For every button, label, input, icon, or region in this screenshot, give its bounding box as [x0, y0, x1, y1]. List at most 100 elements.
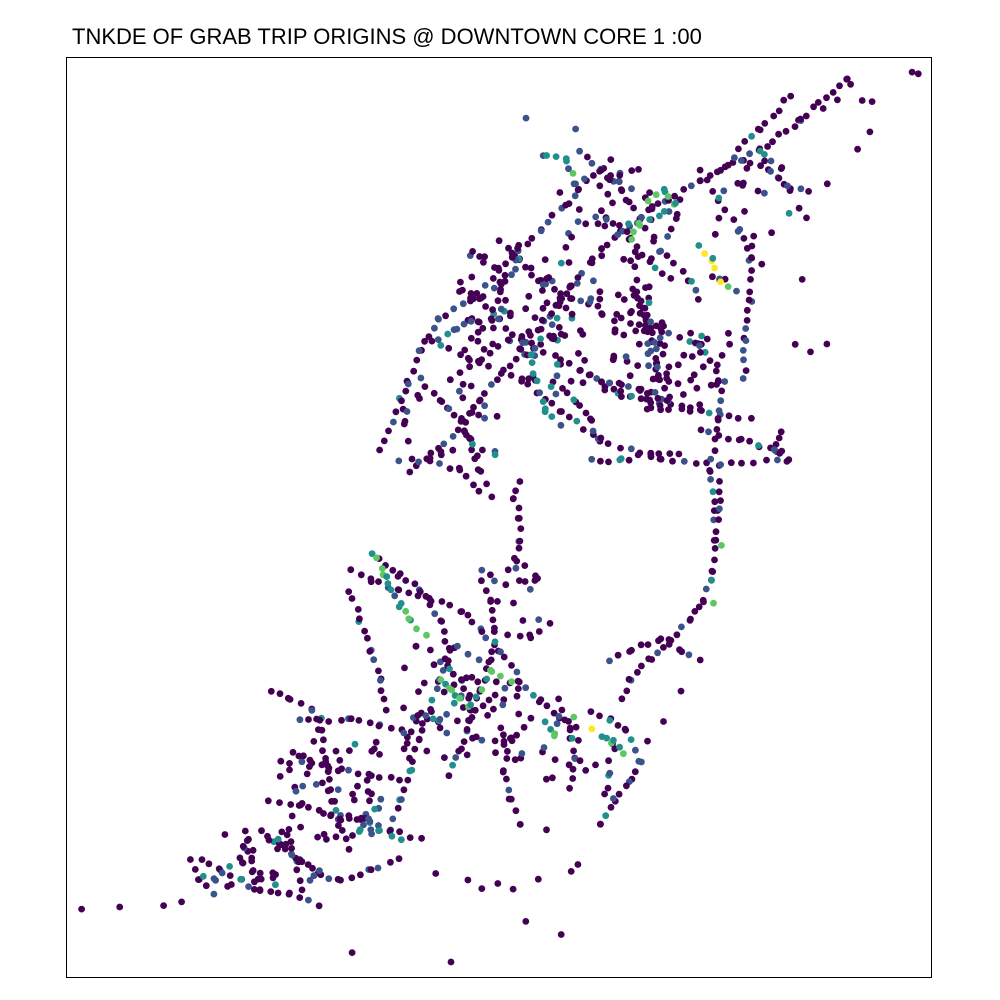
- trip-origin-point: [272, 881, 279, 889]
- trip-origin-point: [847, 80, 854, 88]
- trip-origin-point: [449, 670, 457, 678]
- trip-origin-point: [694, 296, 702, 303]
- trip-origin-point: [413, 356, 421, 364]
- trip-origin-point: [507, 371, 515, 379]
- trip-origin-point: [695, 603, 703, 611]
- trip-origin-point: [297, 700, 305, 707]
- trip-origin-point: [483, 480, 490, 488]
- trip-origin-point: [289, 748, 297, 756]
- trip-origin-point: [635, 340, 643, 348]
- trip-origin-point: [592, 761, 599, 769]
- trip-origin-point: [657, 406, 664, 414]
- trip-origin-point: [116, 903, 124, 911]
- trip-origin-point: [630, 228, 637, 236]
- trip-origin-point: [428, 708, 435, 715]
- trip-origin-point: [440, 440, 448, 448]
- trip-origin-point: [421, 337, 428, 345]
- trip-origin-point: [388, 832, 396, 840]
- trip-origin-point: [738, 157, 745, 164]
- trip-origin-point: [707, 455, 715, 463]
- trip-origin-point: [348, 949, 356, 956]
- trip-origin-point: [756, 126, 764, 134]
- trip-origin-point: [836, 82, 843, 90]
- trip-origin-point: [449, 761, 456, 769]
- trip-origin-point: [501, 684, 509, 692]
- trip-origin-point: [647, 449, 655, 457]
- trip-origin-point: [630, 204, 637, 212]
- trip-origin-point: [468, 446, 475, 454]
- trip-origin-point: [748, 414, 755, 422]
- trip-origin-point: [858, 97, 866, 104]
- trip-origin-point: [609, 220, 617, 227]
- trip-origin-point: [559, 385, 566, 392]
- trip-origin-point: [665, 636, 673, 643]
- trip-origin-point: [456, 694, 463, 702]
- trip-origin-point: [466, 435, 473, 442]
- trip-origin-point: [656, 212, 663, 220]
- trip-origin-point: [632, 746, 639, 754]
- trip-origin-point: [441, 638, 449, 645]
- trip-origin-point: [582, 220, 590, 228]
- trip-origin-point: [717, 397, 725, 405]
- trip-origin-point: [652, 191, 660, 199]
- trip-origin-point: [423, 747, 431, 755]
- trip-origin-point: [320, 810, 327, 817]
- trip-origin-point: [558, 706, 566, 714]
- trip-origin-point: [474, 337, 482, 345]
- trip-origin-point: [588, 725, 596, 733]
- trip-origin-point: [284, 694, 292, 702]
- trip-origin-point: [308, 707, 316, 714]
- trip-origin-point: [566, 283, 574, 291]
- trip-origin-point: [537, 325, 545, 333]
- trip-origin-point: [299, 782, 307, 790]
- trip-origin-point: [696, 177, 704, 185]
- trip-origin-point: [535, 616, 543, 623]
- trip-origin-point: [516, 537, 524, 545]
- trip-origin-point: [565, 718, 572, 725]
- trip-origin-point: [628, 167, 636, 175]
- trip-origin-point: [633, 288, 641, 296]
- trip-origin-point: [386, 827, 394, 834]
- trip-origin-point: [411, 580, 419, 588]
- trip-origin-point: [521, 562, 529, 569]
- trip-origin-point: [364, 634, 371, 642]
- trip-origin-point: [507, 309, 514, 317]
- trip-origin-point: [636, 387, 644, 394]
- trip-origin-point: [401, 664, 408, 672]
- trip-origin-point: [282, 840, 290, 848]
- trip-origin-point: [355, 717, 363, 724]
- trip-origin-point: [740, 356, 747, 364]
- trip-origin-point: [460, 685, 467, 692]
- trip-origin-point: [617, 387, 625, 395]
- trip-origin-point: [342, 835, 350, 843]
- trip-origin-point: [499, 701, 507, 709]
- trip-origin-point: [791, 340, 799, 348]
- trip-origin-point: [300, 752, 307, 760]
- trip-origin-point: [673, 631, 681, 639]
- trip-origin-point: [519, 339, 527, 347]
- trip-origin-point: [577, 327, 584, 334]
- trip-origin-point: [541, 256, 549, 263]
- trip-origin-point: [497, 305, 505, 313]
- trip-origin-point: [586, 371, 594, 379]
- trip-origin-point: [492, 678, 500, 686]
- trip-origin-point: [638, 662, 645, 670]
- trip-origin-point: [584, 153, 591, 161]
- trip-origin-point: [525, 292, 533, 300]
- trip-origin-point: [475, 487, 483, 495]
- trip-origin-point: [479, 702, 487, 710]
- trip-origin-point: [733, 287, 740, 295]
- trip-origin-point: [305, 716, 312, 723]
- trip-origin-point: [332, 833, 340, 841]
- trip-origin-point: [469, 734, 476, 742]
- trip-origin-point: [319, 747, 326, 755]
- trip-origin-point: [463, 726, 471, 733]
- trip-origin-point: [537, 227, 545, 235]
- trip-origin-point: [478, 885, 486, 892]
- trip-origin-point: [777, 165, 785, 173]
- trip-origin-point: [548, 399, 556, 407]
- trip-origin-point: [450, 681, 458, 689]
- trip-origin-point: [323, 836, 330, 843]
- trip-origin-point: [819, 105, 827, 112]
- trip-origin-point: [866, 128, 874, 136]
